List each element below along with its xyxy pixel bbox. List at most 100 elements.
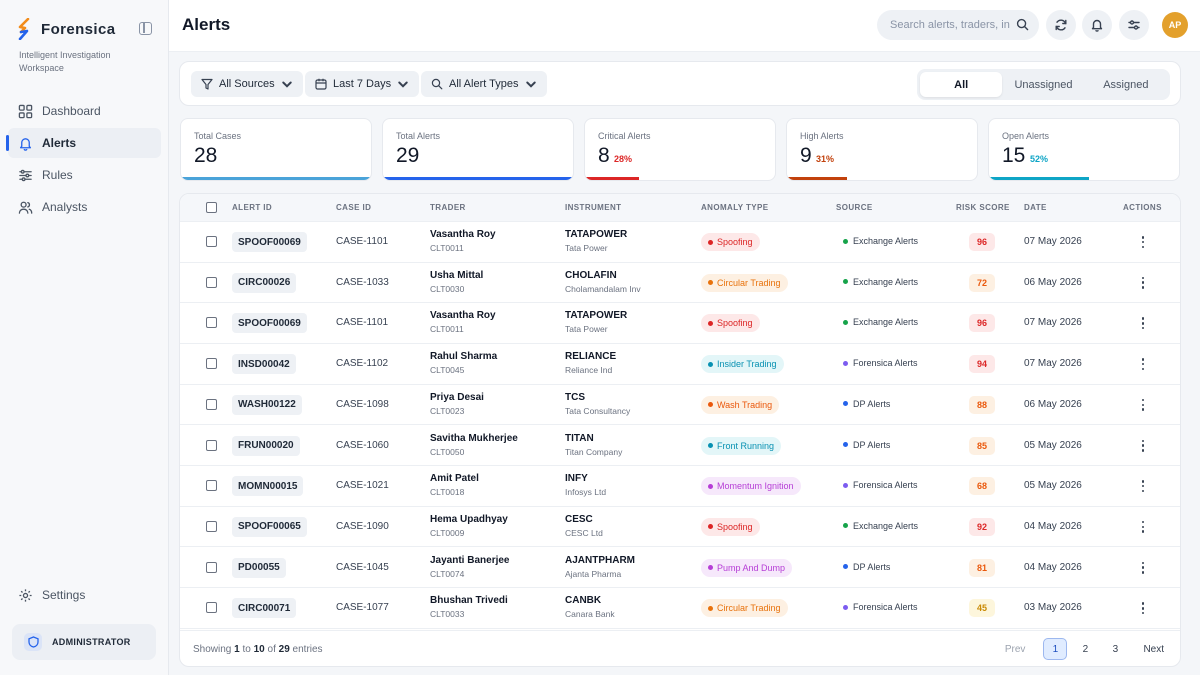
more-actions-icon[interactable] [1138,479,1148,493]
row-checkbox[interactable] [206,276,217,288]
tab-unassigned[interactable]: Unassigned [1014,78,1073,91]
alert-id-chip[interactable]: SPOOF00069 [232,313,307,334]
column-header[interactable]: DATE [1024,203,1047,212]
column-header[interactable]: TRADER [430,203,466,212]
row-checkbox[interactable] [206,480,217,492]
alert-id-chip[interactable]: CIRC00071 [232,598,297,619]
settings-toggle-button[interactable] [1119,10,1149,40]
more-actions-icon[interactable] [1138,439,1148,453]
table-row[interactable]: SPOOF00069 CASE-1101 Vasantha Roy CLT0011 TA… [180,303,1180,344]
more-actions-icon[interactable] [1138,520,1148,534]
stat-card[interactable]: Open Alerts 15 52% [988,118,1180,181]
refresh-button[interactable] [1046,10,1076,40]
row-checkbox[interactable] [206,358,217,370]
more-actions-icon[interactable] [1138,276,1148,290]
more-actions-icon[interactable] [1138,235,1148,249]
alert-types-filter[interactable]: All Alert Types [421,71,547,97]
stat-progress-bar [181,177,371,180]
column-header[interactable]: ALERT ID [232,203,273,212]
stat-card[interactable]: Total Alerts 29 [382,118,574,181]
sidebar-item-alerts[interactable]: Alerts [6,128,161,158]
column-header[interactable]: SOURCE [836,203,873,212]
sidebar-item-dashboard[interactable]: Dashboard [8,96,161,126]
table-row[interactable]: FRUN00020 CASE-1060 Savitha Mukherjee CLT00… [180,426,1180,466]
brand[interactable]: Forensica [17,18,115,40]
more-actions-icon[interactable] [1138,561,1148,575]
tab-all[interactable]: All [920,72,1003,97]
source-text: Forensica Alerts [853,358,918,369]
table-row[interactable]: CIRC00071 CASE-1077 Bhushan Trivedi CLT0033… [180,588,1180,629]
table-row[interactable]: CIRC00026 CASE-1033 Usha Mittal CLT0030 CHOL… [180,263,1180,304]
calendar-icon [315,78,327,90]
table-row[interactable]: INSD00042 CASE-1102 Rahul Sharma CLT0045 REL… [180,344,1180,385]
source-label: Forensica Alerts [843,480,918,490]
anomaly-label: Pump And Dump [717,562,786,573]
alert-id-chip[interactable]: CIRC00026 [232,272,297,293]
table-row[interactable]: WASH00122 CASE-1098 Priya Desai CLT0023 TCS T… [180,385,1180,426]
alert-id-chip[interactable]: SPOOF00065 [232,516,307,537]
more-actions-icon[interactable] [1138,398,1148,412]
row-checkbox[interactable] [206,439,217,451]
source-label: Exchange Alerts [843,236,918,246]
search-input[interactable] [890,19,1010,31]
table-footer: Showing 1 to 10 of 29 entries Prev 1 2 3… [180,630,1180,666]
stat-card[interactable]: Total Cases 28 [180,118,372,181]
row-checkbox[interactable] [206,602,217,614]
brand-name: Forensica [41,20,116,38]
page-button-2[interactable]: 2 [1082,643,1089,655]
source-text: Exchange Alerts [853,317,919,328]
alert-id-chip[interactable]: SPOOF00069 [232,232,307,252]
column-header[interactable]: ANOMALY TYPE [701,203,769,212]
avatar[interactable]: AP [1162,12,1188,38]
source-label: DP Alerts [843,399,890,409]
search-box[interactable] [877,10,1039,40]
sidebar-item-rules[interactable]: Rules [8,160,161,190]
next-page-button[interactable]: Next [1143,643,1164,655]
stat-card[interactable]: Critical Alerts 8 28% [584,118,776,181]
column-header[interactable]: CASE ID [336,203,372,212]
alert-id-chip[interactable]: PD00055 [232,557,286,578]
instrument-name: Tata Consultancy [565,405,631,416]
more-actions-icon[interactable] [1138,357,1148,371]
page-button-3[interactable]: 3 [1112,643,1119,655]
sidebar-item-settings[interactable]: Settings [8,580,161,610]
refresh-icon [1055,19,1067,31]
collapse-sidebar-icon[interactable] [139,22,152,35]
admin-role-card[interactable]: ADMINISTRATOR [12,624,156,660]
notifications-button[interactable] [1082,10,1112,40]
table-row[interactable]: PD00055 CASE-1045 Jayanti Banerjee CLT0074 A… [180,548,1180,589]
risk-score-badge: 96 [969,314,995,333]
table-row[interactable]: SPOOF00065 CASE-1090 Hema Upadhyay CLT0009 C… [180,507,1180,548]
more-actions-icon[interactable] [1138,601,1148,615]
sidebar-item-analysts[interactable]: Analysts [8,192,161,222]
alert-id-chip[interactable]: MOMN00015 [232,476,304,497]
row-checkbox[interactable] [206,561,217,573]
alert-id-chip[interactable]: FRUN00020 [232,435,300,456]
search-icon[interactable] [1016,18,1029,31]
tab-assigned[interactable]: Assigned [1103,78,1149,91]
alert-id-chip[interactable]: INSD00042 [232,354,296,375]
prev-page-button[interactable]: Prev [1004,643,1026,655]
row-checkbox[interactable] [206,236,217,247]
date-range-filter[interactable]: Last 7 Days [305,71,420,97]
table-row[interactable]: MOMN00015 CASE-1021 Amit Patel CLT0018 INFY I… [180,466,1180,507]
stat-card[interactable]: High Alerts 9 31% [786,118,978,181]
instrument-symbol: AJANTPHARM [565,554,635,566]
row-checkbox[interactable] [206,398,217,410]
stat-percentage: 52% [1030,154,1049,164]
anomaly-dot-icon [708,443,713,448]
select-all-checkbox[interactable] [206,202,217,213]
page-button-1[interactable]: 1 [1043,638,1068,660]
row-checkbox[interactable] [206,317,217,329]
anomaly-badge: Insider Trading [701,355,784,374]
anomaly-badge: Wash Trading [701,395,780,414]
column-header[interactable]: INSTRUMENT [565,203,622,212]
sources-filter[interactable]: All Sources [191,71,303,97]
row-checkbox[interactable] [206,520,217,532]
anomaly-badge: Front Running [701,436,782,455]
table-row[interactable]: SPOOF00069 CASE-1101 Vasantha Roy CLT0011 TA… [180,222,1180,263]
more-actions-icon[interactable] [1138,316,1148,330]
alert-id-chip[interactable]: WASH00122 [232,394,302,415]
page-title: Alerts [182,15,231,34]
column-header[interactable]: RISK SCORE [956,203,1010,212]
